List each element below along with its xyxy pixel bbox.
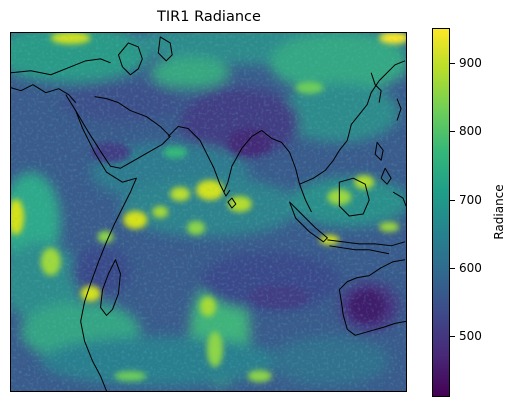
radiance-map xyxy=(11,33,406,391)
coastlines xyxy=(11,36,406,391)
colorbar-tick-label: 900 xyxy=(459,56,482,71)
colorbar-tick-label: 600 xyxy=(459,260,482,275)
colorbar-tick-mark xyxy=(450,63,455,65)
texture-noise xyxy=(11,33,406,391)
colorbar-tick-label: 700 xyxy=(459,192,482,207)
colorbar-tick-label: 800 xyxy=(459,124,482,139)
colorbar-tick-label: 500 xyxy=(459,328,482,343)
colorbar-tick-mark xyxy=(450,335,455,337)
colorbar-tick-mark xyxy=(450,199,455,201)
colorbar-tick-mark xyxy=(450,267,455,269)
map-panel xyxy=(10,32,407,392)
plot-title: TIR1 Radiance xyxy=(157,9,261,25)
colorbar-gradient xyxy=(433,29,449,396)
colorbar-tick-mark xyxy=(450,131,455,133)
colorbar-label: Radiance xyxy=(492,184,506,240)
colorbar xyxy=(432,28,450,397)
